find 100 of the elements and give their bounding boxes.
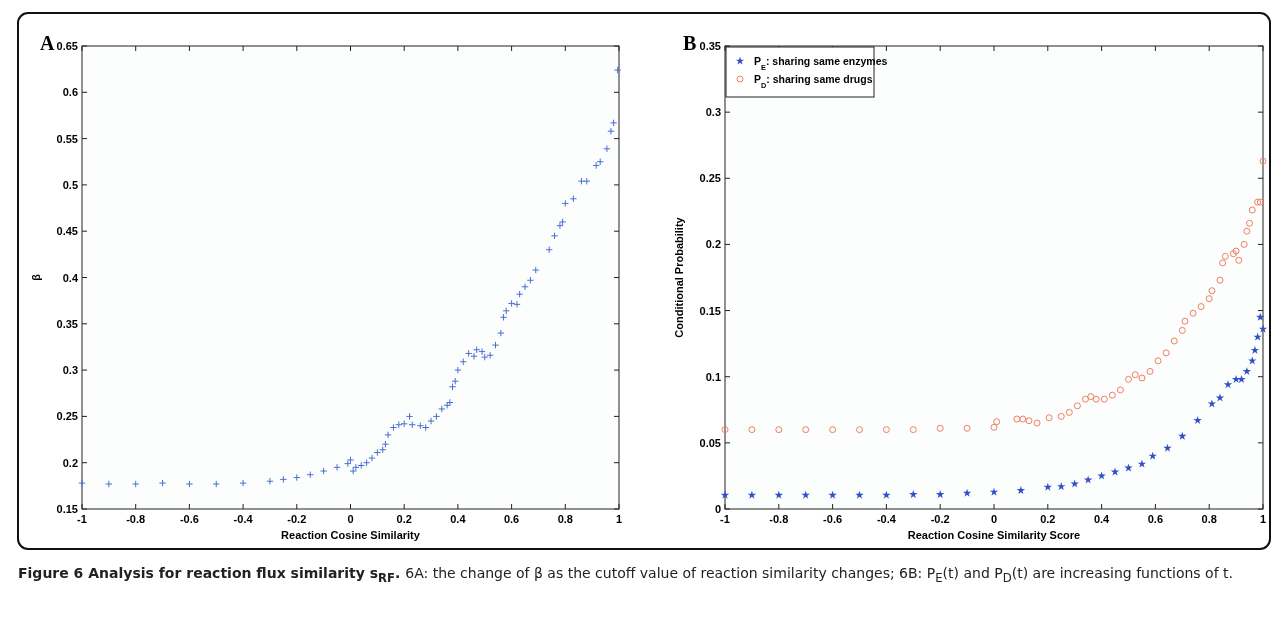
- point: [1205, 295, 1213, 303]
- y-tick-label: 0.15: [56, 503, 78, 515]
- point: [989, 487, 999, 496]
- x-tick-label: 0: [990, 513, 998, 525]
- x-tick-label: 1: [615, 513, 623, 525]
- legend-label: P$_{E}$: sharing same enzymes: [754, 55, 888, 72]
- point: [1197, 303, 1205, 311]
- y-tick-label: 0.25: [699, 172, 721, 185]
- point: [1207, 399, 1217, 408]
- point: [1221, 252, 1229, 260]
- point: [1087, 393, 1095, 401]
- point: [1148, 451, 1157, 460]
- point: [775, 426, 783, 434]
- y-tick-label: 0.35: [699, 40, 721, 52]
- point: [1216, 276, 1224, 284]
- x-tick-label: -0.8: [126, 513, 146, 525]
- x-axis-title: Reaction Cosine Similarity Score: [907, 529, 1081, 541]
- text: 6A: the change of β as the cutoff value of reaction similarity changes; 6B: P$_{E}$(t) and P$_{D}$(t) are increasing functions of t.: [405, 565, 1233, 585]
- point: [1215, 393, 1225, 402]
- point: [1208, 287, 1216, 295]
- point: [962, 488, 972, 497]
- x-tick-label: -1: [77, 513, 87, 525]
- point: [993, 418, 1001, 426]
- y-axis-title: Conditional Probability: [673, 216, 685, 338]
- point: [856, 426, 863, 434]
- y-tick-label: 0.2: [705, 238, 721, 251]
- x-tick-label: -0.8: [769, 513, 789, 525]
- point: [748, 426, 756, 434]
- point: [1138, 374, 1146, 382]
- point: [935, 490, 945, 499]
- point: [1154, 357, 1162, 365]
- point: [882, 426, 890, 434]
- caption: Figure 6 Analysis for reaction flux similarity s$_{RF}$.: [18, 565, 402, 585]
- point: [1240, 240, 1248, 248]
- point: [747, 490, 757, 499]
- point: [1100, 395, 1108, 403]
- x-tick-label: -0.4: [876, 513, 897, 525]
- point: [1235, 256, 1243, 264]
- x-tick-label: -0.2: [287, 513, 307, 525]
- point: [1193, 415, 1202, 424]
- x-tick-label: 0.2: [1040, 513, 1056, 525]
- point: [1065, 408, 1073, 416]
- x-tick-label: 0: [347, 513, 354, 525]
- point: [1253, 332, 1262, 341]
- chart-title: B: [683, 32, 697, 54]
- point: [909, 490, 918, 499]
- y-tick-label: 0.45: [56, 225, 78, 238]
- point: [1045, 414, 1053, 422]
- point: [1259, 157, 1267, 165]
- point: [1170, 337, 1178, 345]
- x-tick-label: -0.2: [930, 513, 950, 525]
- point: [1131, 371, 1139, 379]
- x-tick-label: 0.6: [1147, 513, 1164, 525]
- point: [990, 423, 998, 431]
- y-tick-label: 0.25: [56, 410, 78, 423]
- y-tick-label: 0.35: [56, 317, 78, 330]
- point: [802, 426, 810, 434]
- point: [829, 426, 837, 434]
- legend-label: P$_{D}$: sharing same drugs: [754, 73, 873, 90]
- x-tick-label: 0.6: [503, 513, 520, 525]
- y-tick-label: 0.4: [62, 271, 79, 284]
- point: [1246, 219, 1254, 227]
- y-axis-title: β: [30, 273, 42, 281]
- point: [1137, 459, 1147, 468]
- point: [1250, 345, 1260, 354]
- x-tick-label: 0.4: [1093, 513, 1111, 525]
- point: [1256, 312, 1265, 321]
- point: [1248, 206, 1256, 214]
- point: [1223, 380, 1233, 389]
- point: [1178, 326, 1186, 334]
- point: [720, 490, 730, 499]
- point: [1229, 250, 1237, 258]
- point: [855, 490, 864, 499]
- point: [1108, 391, 1116, 399]
- chart-title: A: [40, 32, 55, 54]
- point: [1258, 324, 1268, 333]
- x-tick-label: 0.4: [450, 513, 467, 525]
- point: [1232, 247, 1240, 255]
- point: [1178, 431, 1187, 440]
- point: [1092, 395, 1100, 403]
- point: [963, 424, 971, 432]
- y-tick-label: 0.05: [699, 436, 721, 449]
- y-tick-label: 0.1: [705, 370, 721, 383]
- point: [1081, 395, 1089, 403]
- y-tick-label: 0.2: [62, 456, 78, 469]
- point: [1189, 309, 1197, 317]
- point: [1033, 419, 1041, 427]
- y-tick-label: 0: [714, 503, 721, 515]
- point: [1025, 417, 1033, 425]
- point: [882, 490, 891, 499]
- point: [1242, 367, 1252, 375]
- point: [1162, 349, 1170, 357]
- x-tick-label: -0.6: [823, 513, 843, 525]
- point: [1019, 415, 1027, 423]
- point: [1057, 412, 1065, 420]
- x-tick-label: 0.2: [396, 513, 412, 525]
- y-tick-label: 0.3: [705, 106, 721, 119]
- point: [909, 426, 917, 434]
- x-axis-title: Reaction Cosine Similarity: [281, 529, 421, 541]
- point: [1125, 375, 1132, 383]
